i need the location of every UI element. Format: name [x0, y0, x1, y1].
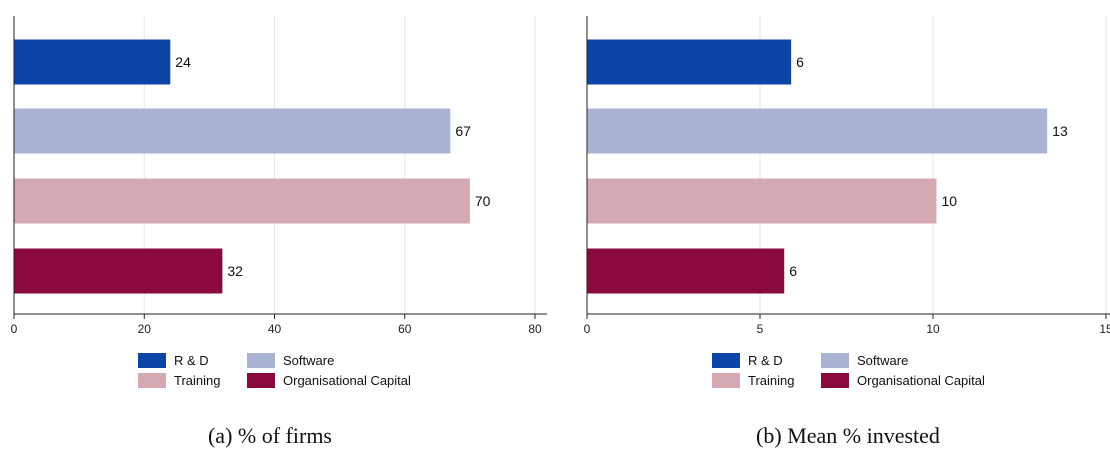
x-tick-label: 20 [138, 322, 152, 336]
legend-entry: Organisational Capital [857, 373, 985, 388]
legend-swatch [821, 373, 849, 388]
legend-swatch [821, 353, 849, 368]
chart-panel-a: 24 67 70 32 0 20 40 60 80 R & D Software Training Or… [11, 16, 547, 448]
x-tick-label: 0 [584, 322, 591, 336]
data-label: 24 [175, 54, 191, 70]
legend-entry: Training [174, 373, 220, 388]
x-tick-label: 15 [1099, 322, 1110, 336]
legend: R & D Software Training Organisational Capi… [712, 353, 985, 388]
legend-entry: R & D [748, 353, 783, 368]
bar-training [14, 178, 470, 224]
x-tick-label: 40 [268, 322, 282, 336]
data-label: 70 [475, 193, 491, 209]
bar-r-d [14, 39, 171, 85]
bar-organisational-capital [14, 248, 223, 294]
x-tick-label: 5 [757, 322, 764, 336]
legend-swatch [712, 353, 740, 368]
legend-swatch [712, 373, 740, 388]
bar-software [14, 108, 451, 154]
legend-swatch [138, 353, 166, 368]
legend-swatch [138, 373, 166, 388]
chart-panel-b: 6 13 10 6 0 5 10 15 R & D Software Training Organis… [584, 16, 1110, 448]
x-tick-label: 80 [528, 322, 542, 336]
legend: R & D Software Training Organisational Capi… [138, 353, 411, 388]
legend-swatch [247, 373, 275, 388]
data-label: 6 [789, 263, 797, 279]
bar-training [587, 178, 937, 224]
legend-entry: Software [283, 353, 334, 368]
bar-software [587, 108, 1048, 154]
panel-caption: (b) Mean % invested [756, 423, 940, 448]
data-label: 10 [941, 193, 957, 209]
bar-r-d [587, 39, 792, 85]
data-label: 32 [227, 263, 243, 279]
data-label: 13 [1052, 123, 1068, 139]
legend-swatch [247, 353, 275, 368]
x-tick-label: 10 [926, 322, 940, 336]
data-label: 67 [455, 123, 471, 139]
bar-organisational-capital [587, 248, 785, 294]
legend-entry: Organisational Capital [283, 373, 411, 388]
legend-entry: Software [857, 353, 908, 368]
legend-entry: Training [748, 373, 794, 388]
legend-entry: R & D [174, 353, 209, 368]
panel-caption: (a) % of firms [208, 423, 332, 448]
data-label: 6 [796, 54, 804, 70]
x-tick-label: 60 [398, 322, 412, 336]
x-tick-label: 0 [11, 322, 18, 336]
